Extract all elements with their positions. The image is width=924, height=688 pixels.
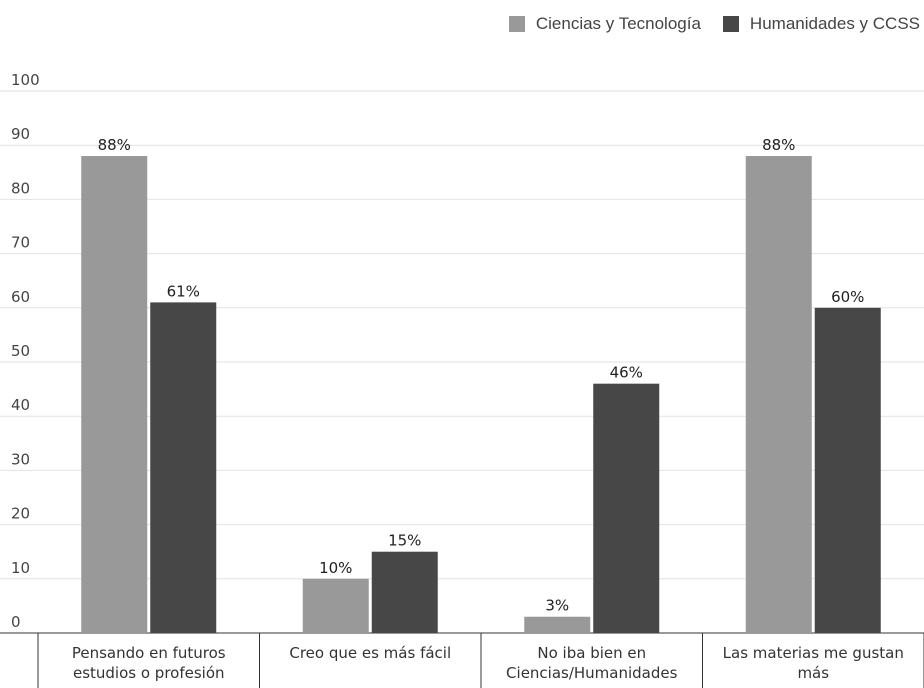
- bar-series0-cat1: [302, 578, 369, 633]
- bar-series0-cat2: [524, 616, 591, 633]
- x-tick-label-0: Pensando en futuros estudios o profesión: [72, 644, 226, 682]
- legend-swatch-humanidades: [722, 16, 739, 32]
- data-label-series0-cat0: 88%: [98, 136, 131, 154]
- bar-series0-cat0: [81, 156, 148, 634]
- legend-label-humanidades: Humanidades y CCSS: [749, 14, 920, 33]
- y-tick-label-10: 10: [11, 559, 30, 577]
- y-tick-label-40: 40: [11, 396, 30, 414]
- y-tick-label-100: 100: [11, 71, 40, 89]
- data-label-series0-cat1: 10%: [319, 559, 352, 577]
- data-label-series1-cat0: 61%: [167, 282, 200, 300]
- y-tick-label-50: 50: [11, 342, 30, 360]
- x-tick-label-2: No iba bien en Ciencias/Humanidades: [506, 644, 678, 682]
- data-label-series1-cat3: 60%: [831, 288, 864, 306]
- legend-swatch-ciencias: [508, 16, 525, 32]
- y-tick-label-70: 70: [11, 234, 30, 252]
- y-tick-label-30: 30: [11, 450, 30, 468]
- bar-series1-cat1: [371, 551, 438, 633]
- legend-item-humanidades: Humanidades y CCSS: [722, 14, 920, 34]
- bar-series1-cat0: [150, 302, 217, 633]
- legend-item-ciencias: Ciencias y Tecnología: [508, 14, 701, 34]
- y-tick-label-90: 90: [11, 125, 30, 143]
- bar-series1-cat2: [593, 383, 660, 633]
- bar-series1-cat3: [814, 307, 881, 633]
- data-label-series0-cat2: 3%: [545, 597, 569, 615]
- x-tick-label-3: Las materias me gustan más: [723, 644, 904, 682]
- data-label-series1-cat2: 46%: [610, 364, 643, 382]
- data-label-series0-cat3: 88%: [762, 136, 795, 154]
- chart-legend: Ciencias y Tecnología Humanidades y CCSS: [487, 14, 920, 34]
- data-label-series1-cat1: 15%: [388, 532, 421, 550]
- y-tick-label-60: 60: [11, 288, 30, 306]
- bar-series0-cat3: [745, 156, 812, 634]
- y-tick-label-0: 0: [11, 613, 21, 631]
- x-tick-label-1: Creo que es más fácil: [289, 644, 451, 662]
- y-tick-label-20: 20: [11, 505, 30, 523]
- y-tick-label-80: 80: [11, 179, 30, 197]
- legend-label-ciencias: Ciencias y Tecnología: [535, 14, 701, 33]
